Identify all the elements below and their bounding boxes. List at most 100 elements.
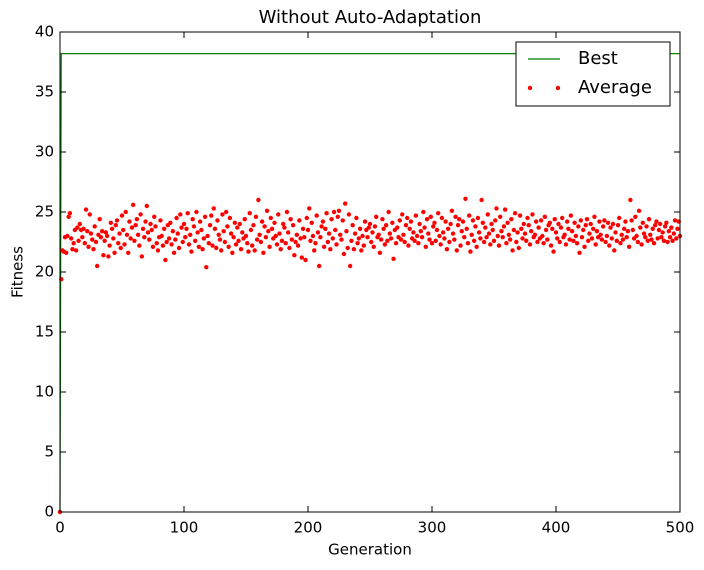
average-point (83, 207, 89, 212)
average-point (374, 214, 379, 219)
average-point (232, 220, 238, 225)
average-point (304, 215, 309, 221)
average-point (648, 232, 653, 237)
average-point (351, 247, 357, 252)
average-point (334, 242, 339, 247)
average-point (516, 245, 521, 251)
average-point (217, 237, 223, 242)
average-point (216, 232, 221, 237)
average-point (148, 221, 153, 227)
average-point (436, 211, 441, 216)
average-point (520, 236, 525, 241)
average-point (366, 225, 371, 230)
average-point (674, 236, 679, 241)
average-point (439, 215, 445, 221)
average-point (355, 241, 360, 246)
average-point (563, 242, 569, 247)
average-point (581, 227, 586, 233)
average-point (457, 217, 462, 222)
average-point (574, 241, 580, 246)
average-point (510, 248, 515, 253)
average-point (361, 243, 366, 248)
legend-box (515, 41, 671, 107)
average-point (145, 230, 151, 235)
average-point (614, 238, 619, 243)
average-point (370, 230, 375, 235)
average-point (289, 237, 295, 242)
average-point (245, 241, 250, 246)
average-point (526, 223, 531, 228)
average-point (113, 223, 119, 228)
average-point (675, 226, 680, 231)
average-point (556, 221, 561, 227)
average-point (253, 214, 259, 219)
average-point (610, 221, 616, 227)
average-point (192, 238, 198, 243)
average-point (169, 242, 174, 247)
average-point (615, 223, 621, 228)
average-point (500, 235, 505, 240)
average-point (305, 227, 311, 233)
average-point (181, 221, 187, 227)
average-point (95, 263, 100, 269)
average-point (225, 224, 230, 229)
average-point (316, 263, 322, 269)
average-point (519, 226, 524, 231)
average-point (572, 220, 577, 225)
average-point (659, 235, 664, 240)
average-point (416, 241, 421, 246)
average-point (458, 243, 463, 248)
average-point (474, 244, 479, 249)
x-tick-label: 100 (170, 519, 199, 537)
average-point (184, 226, 189, 231)
average-point (576, 224, 581, 229)
average-point (343, 201, 348, 206)
average-point (437, 233, 442, 239)
average-point (307, 206, 312, 211)
average-point (557, 239, 562, 245)
average-point (211, 206, 216, 211)
average-point (424, 217, 430, 222)
average-point (388, 236, 394, 241)
average-point (338, 232, 343, 237)
average-point (129, 225, 135, 230)
average-point (494, 206, 499, 211)
average-point (662, 224, 668, 229)
average-point (367, 221, 373, 227)
average-point (222, 239, 228, 245)
average-point (376, 232, 381, 237)
average-point (274, 242, 280, 247)
legend-label: Average (578, 77, 652, 98)
average-point (161, 226, 167, 231)
average-point (620, 237, 626, 242)
average-point (547, 220, 552, 225)
average-point (533, 219, 539, 224)
average-point (328, 247, 333, 252)
average-point (290, 223, 296, 228)
average-point (154, 241, 159, 246)
average-point (202, 214, 208, 219)
average-point (180, 239, 185, 245)
average-point (649, 237, 654, 242)
average-point (625, 229, 631, 234)
average-point (205, 233, 210, 239)
average-point (226, 244, 231, 249)
average-point (427, 237, 432, 242)
average-point (567, 237, 572, 242)
average-point (571, 238, 576, 243)
legend-label: Best (578, 48, 618, 69)
average-point (246, 249, 251, 254)
average-point (380, 217, 385, 222)
average-point (395, 225, 400, 230)
chart-title: Without Auto-Adaptation (259, 7, 482, 28)
average-point (88, 231, 94, 236)
average-point (137, 243, 142, 248)
average-point (251, 223, 256, 228)
average-point (493, 218, 498, 223)
average-point (295, 243, 301, 248)
average-point (402, 239, 407, 245)
average-point (86, 244, 91, 249)
average-point (449, 208, 455, 213)
average-point (527, 242, 533, 247)
